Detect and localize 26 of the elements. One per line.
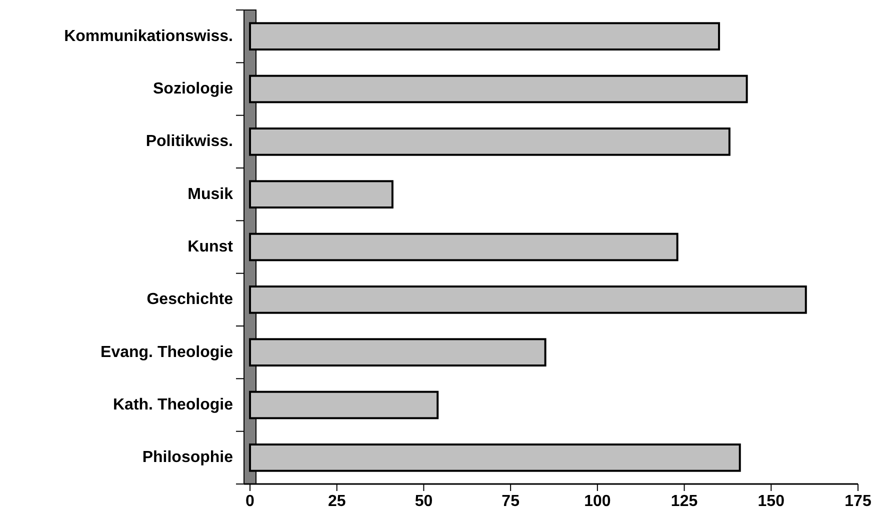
y-tick-label: Politikwiss. <box>146 133 233 150</box>
y-tick-label: Kommunikationswiss. <box>64 28 233 45</box>
x-tick-label: 50 <box>414 493 433 510</box>
bar <box>249 232 678 262</box>
bar <box>249 444 741 472</box>
bar <box>249 390 439 420</box>
x-tick-label: 175 <box>844 493 872 510</box>
bar <box>249 128 730 156</box>
y-tick-label: Soziologie <box>153 80 234 98</box>
bar <box>249 338 546 366</box>
x-tick-label: 125 <box>670 493 698 510</box>
bar <box>249 74 748 104</box>
bar <box>249 286 807 314</box>
y-tick-label: Philosophie <box>142 449 234 466</box>
bar <box>249 22 720 50</box>
y-tick-label: Kunst <box>188 238 234 256</box>
y-tick-label: Musik <box>188 186 234 203</box>
y-tick-label: Kath. Theologie <box>113 396 234 414</box>
x-tick-label: 150 <box>758 493 785 510</box>
bar <box>249 180 394 208</box>
x-tick-label: 25 <box>328 493 346 510</box>
x-tick-label: 75 <box>502 493 520 510</box>
x-tick-label: 0 <box>246 493 255 510</box>
x-tick-label: 100 <box>584 493 611 510</box>
y-tick-label: Evang. Theologie <box>100 344 234 361</box>
y-tick-label: Geschichte <box>146 291 234 308</box>
